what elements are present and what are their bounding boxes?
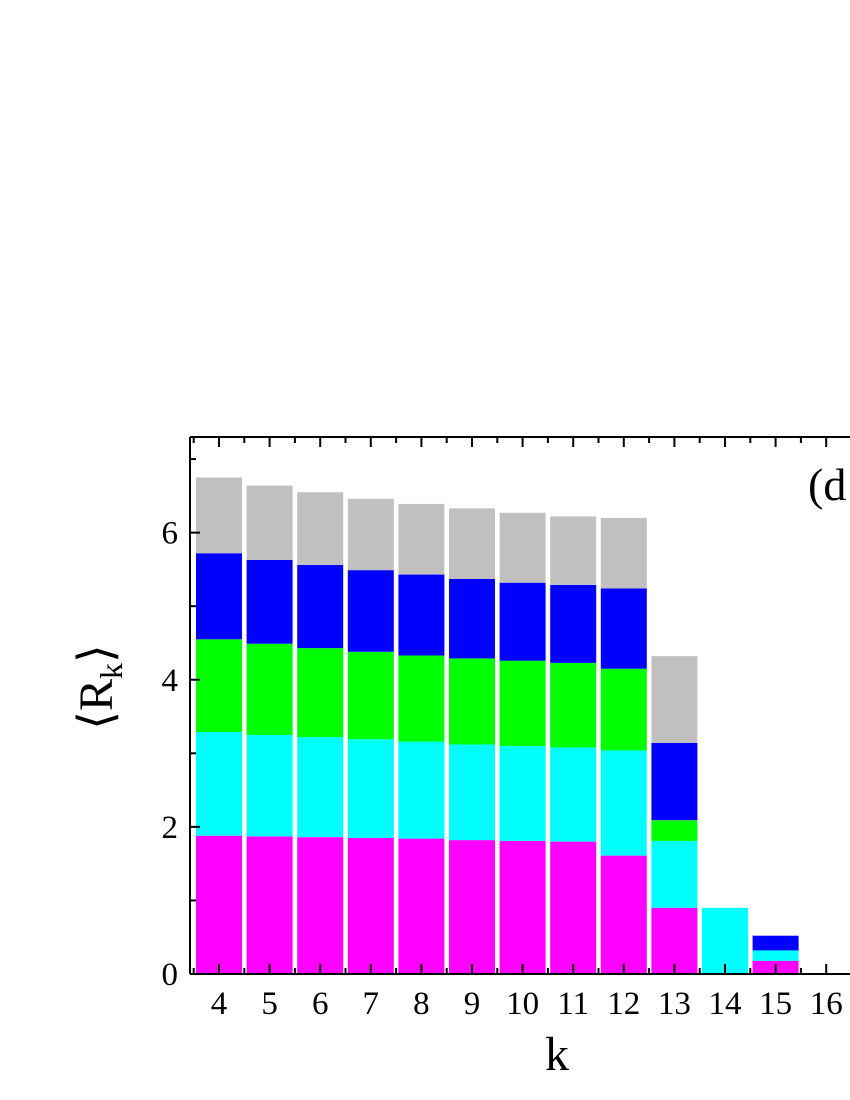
y-tick-label-2: 2 <box>162 810 179 846</box>
bar-k8-segment-5 <box>398 503 445 575</box>
bar-k11-segment-3 <box>550 662 597 748</box>
bar-k11-segment-1 <box>550 841 597 974</box>
bar-k14-segment-2 <box>702 907 748 974</box>
y-tick-labels: 0 2 4 6 <box>162 516 179 993</box>
bar-k9-segment-1 <box>449 840 495 974</box>
bar-k9-segment-4 <box>449 579 495 659</box>
bar-k12-segment-1 <box>600 855 647 974</box>
bar-k8-segment-2 <box>398 741 445 839</box>
bar-k7-segment-2 <box>347 739 394 838</box>
x-tick-label-5: 5 <box>261 986 278 1022</box>
bar-k10-segment-2 <box>499 746 546 841</box>
x-tick-label-15: 15 <box>759 986 792 1022</box>
x-tick-label-14: 14 <box>709 986 742 1022</box>
bar-k7-segment-3 <box>347 651 394 740</box>
y-ticks <box>190 458 200 975</box>
bar-k6-segment-3 <box>297 648 344 738</box>
y-axis-label: ⟨Rk⟩ <box>70 644 129 729</box>
x-axis-label: k <box>545 1028 569 1081</box>
bar-k11-segment-4 <box>550 584 597 663</box>
bar-k10-segment-4 <box>499 582 546 661</box>
panel-label: (d <box>808 459 846 510</box>
bars-group <box>196 477 799 974</box>
bar-k12-segment-3 <box>600 668 647 751</box>
bar-k13-segment-3 <box>651 820 698 841</box>
bar-k15-segment-4 <box>752 935 799 951</box>
y-tick-label-6: 6 <box>162 516 179 552</box>
bar-k7-segment-5 <box>347 498 394 571</box>
x-tick-label-13: 13 <box>658 986 691 1022</box>
bar-k9-segment-5 <box>449 508 495 579</box>
x-tick-label-12: 12 <box>607 986 640 1022</box>
bar-k8-segment-4 <box>398 574 445 656</box>
bar-k15-segment-2 <box>752 950 799 961</box>
bar-k7-segment-4 <box>347 570 394 652</box>
bar-k11-segment-2 <box>550 747 597 842</box>
bar-k8-segment-1 <box>398 838 445 974</box>
bar-k11-segment-5 <box>550 516 597 585</box>
x-tick-label-4: 4 <box>211 986 228 1022</box>
bar-k5-segment-4 <box>246 559 293 644</box>
x-tick-label-16: 16 <box>810 986 843 1022</box>
bar-k5-segment-2 <box>246 734 293 837</box>
bar-k4-segment-1 <box>196 835 242 974</box>
x-tick-label-6: 6 <box>312 986 329 1022</box>
x-tick-label-8: 8 <box>413 986 430 1022</box>
x-tick-label-9: 9 <box>464 986 481 1022</box>
bar-k9-segment-2 <box>449 744 495 841</box>
bar-k13-segment-2 <box>651 840 698 908</box>
y-axis-label-main: ⟨R <box>70 679 123 730</box>
x-tick-labels: 4 5 6 7 8 9 10 11 12 13 14 15 16 <box>211 986 843 1022</box>
bar-k12-segment-5 <box>600 517 647 589</box>
bar-k10-segment-1 <box>499 840 546 974</box>
bar-k12-segment-4 <box>600 588 647 669</box>
bar-k4-segment-2 <box>196 732 242 836</box>
bar-k4-segment-3 <box>196 639 242 732</box>
x-ticks <box>192 437 828 974</box>
y-tick-label-0: 0 <box>162 957 179 993</box>
bar-k12-segment-2 <box>600 750 647 856</box>
x-tick-label-11: 11 <box>557 986 589 1022</box>
bar-k6-segment-4 <box>297 565 344 649</box>
y-axis-label-sub: k <box>93 663 129 679</box>
bar-k8-segment-3 <box>398 655 445 742</box>
bar-k13-segment-1 <box>651 907 698 974</box>
bar-k5-segment-3 <box>246 643 293 735</box>
y-tick-label-4: 4 <box>162 663 179 699</box>
bar-k5-segment-5 <box>246 485 293 560</box>
bar-k4-segment-5 <box>196 477 242 554</box>
bar-k6-segment-5 <box>297 492 344 565</box>
bar-k9-segment-3 <box>449 658 495 745</box>
bar-k13-segment-4 <box>651 743 698 821</box>
x-tick-label-7: 7 <box>363 986 380 1022</box>
x-tick-label-10: 10 <box>506 986 539 1022</box>
bar-k4-segment-4 <box>196 553 242 640</box>
bar-k10-segment-3 <box>499 660 546 746</box>
bar-k13-segment-5 <box>651 656 698 743</box>
plot-frame <box>189 436 850 975</box>
bar-k10-segment-5 <box>499 512 546 583</box>
bar-k6-segment-1 <box>297 837 344 974</box>
bar-k7-segment-1 <box>347 837 394 974</box>
y-axis-label-close: ⟩ <box>70 644 123 663</box>
bar-k6-segment-2 <box>297 737 344 838</box>
bar-k5-segment-1 <box>246 836 293 974</box>
